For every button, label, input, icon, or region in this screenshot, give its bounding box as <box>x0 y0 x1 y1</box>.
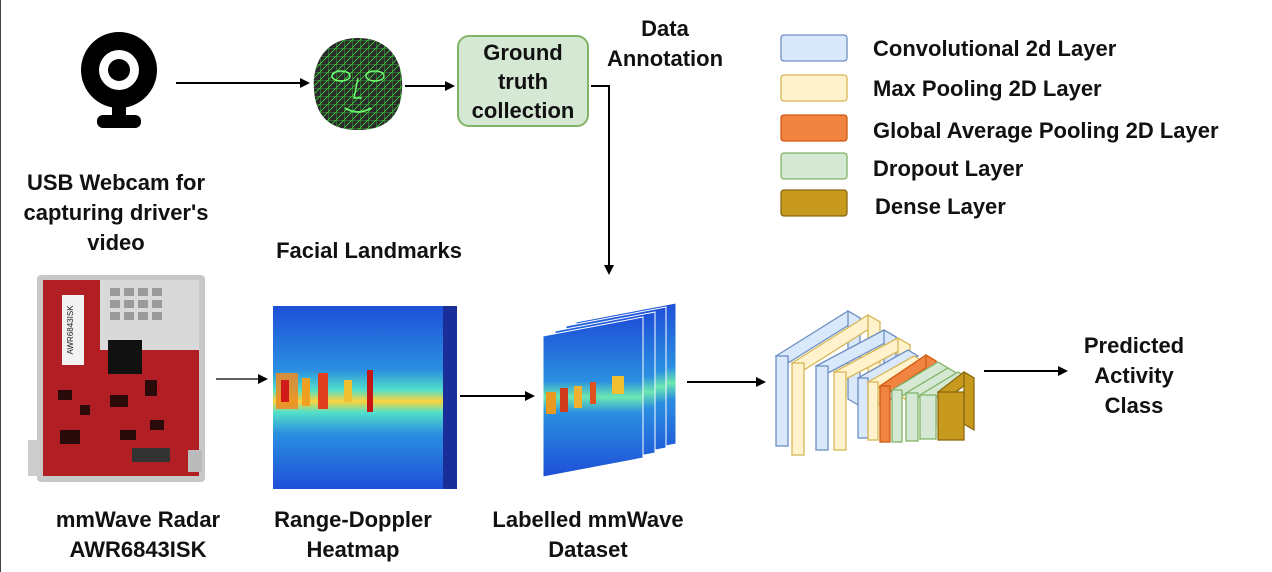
legend-label-maxpool: Max Pooling 2D Layer <box>873 76 1102 101</box>
face-mesh-icon <box>313 38 403 130</box>
legend-label-dense: Dense Layer <box>875 194 1006 219</box>
mmwave-dataset-stack <box>542 302 677 478</box>
left-border <box>0 0 1 572</box>
range-doppler-heatmap <box>273 306 457 489</box>
dataset-label: Labelled mmWave Dataset <box>492 507 684 562</box>
cnn-model-stack <box>774 309 976 456</box>
legend-label-dropout: Dropout Layer <box>873 156 1024 181</box>
predicted-class-label: Predicted Activity Class <box>1083 333 1185 418</box>
webcam-label: USB Webcam for capturing driver's video <box>23 170 209 255</box>
legend-swatch-maxpool <box>780 74 848 102</box>
legend-label-conv2d: Convolutional 2d Layer <box>873 36 1117 61</box>
radar-board-icon: AWR6843ISK <box>28 275 205 482</box>
legend-swatch-gap <box>780 114 848 142</box>
arrow-annotation-to-dataset <box>591 85 614 275</box>
data-annotation-label: Data Annotation <box>606 16 724 71</box>
legend-swatch-dense <box>780 189 848 217</box>
radar-label: mmWave Radar AWR6843ISK <box>55 507 221 562</box>
heatmap-label: Range-Doppler Heatmap <box>274 507 432 562</box>
radar-chip-label: AWR6843ISK <box>66 305 75 355</box>
facial-landmarks-label: Facial Landmarks <box>276 238 462 263</box>
legend-swatch-dropout <box>780 152 848 180</box>
webcam-icon <box>81 32 157 128</box>
ground-truth-label: Ground truth collection <box>471 39 575 123</box>
ground-truth-box: Ground truth collection <box>457 35 589 127</box>
legend-swatch-conv2d <box>780 34 848 62</box>
legend-label-gap: Global Average Pooling 2D Layer <box>873 118 1219 143</box>
